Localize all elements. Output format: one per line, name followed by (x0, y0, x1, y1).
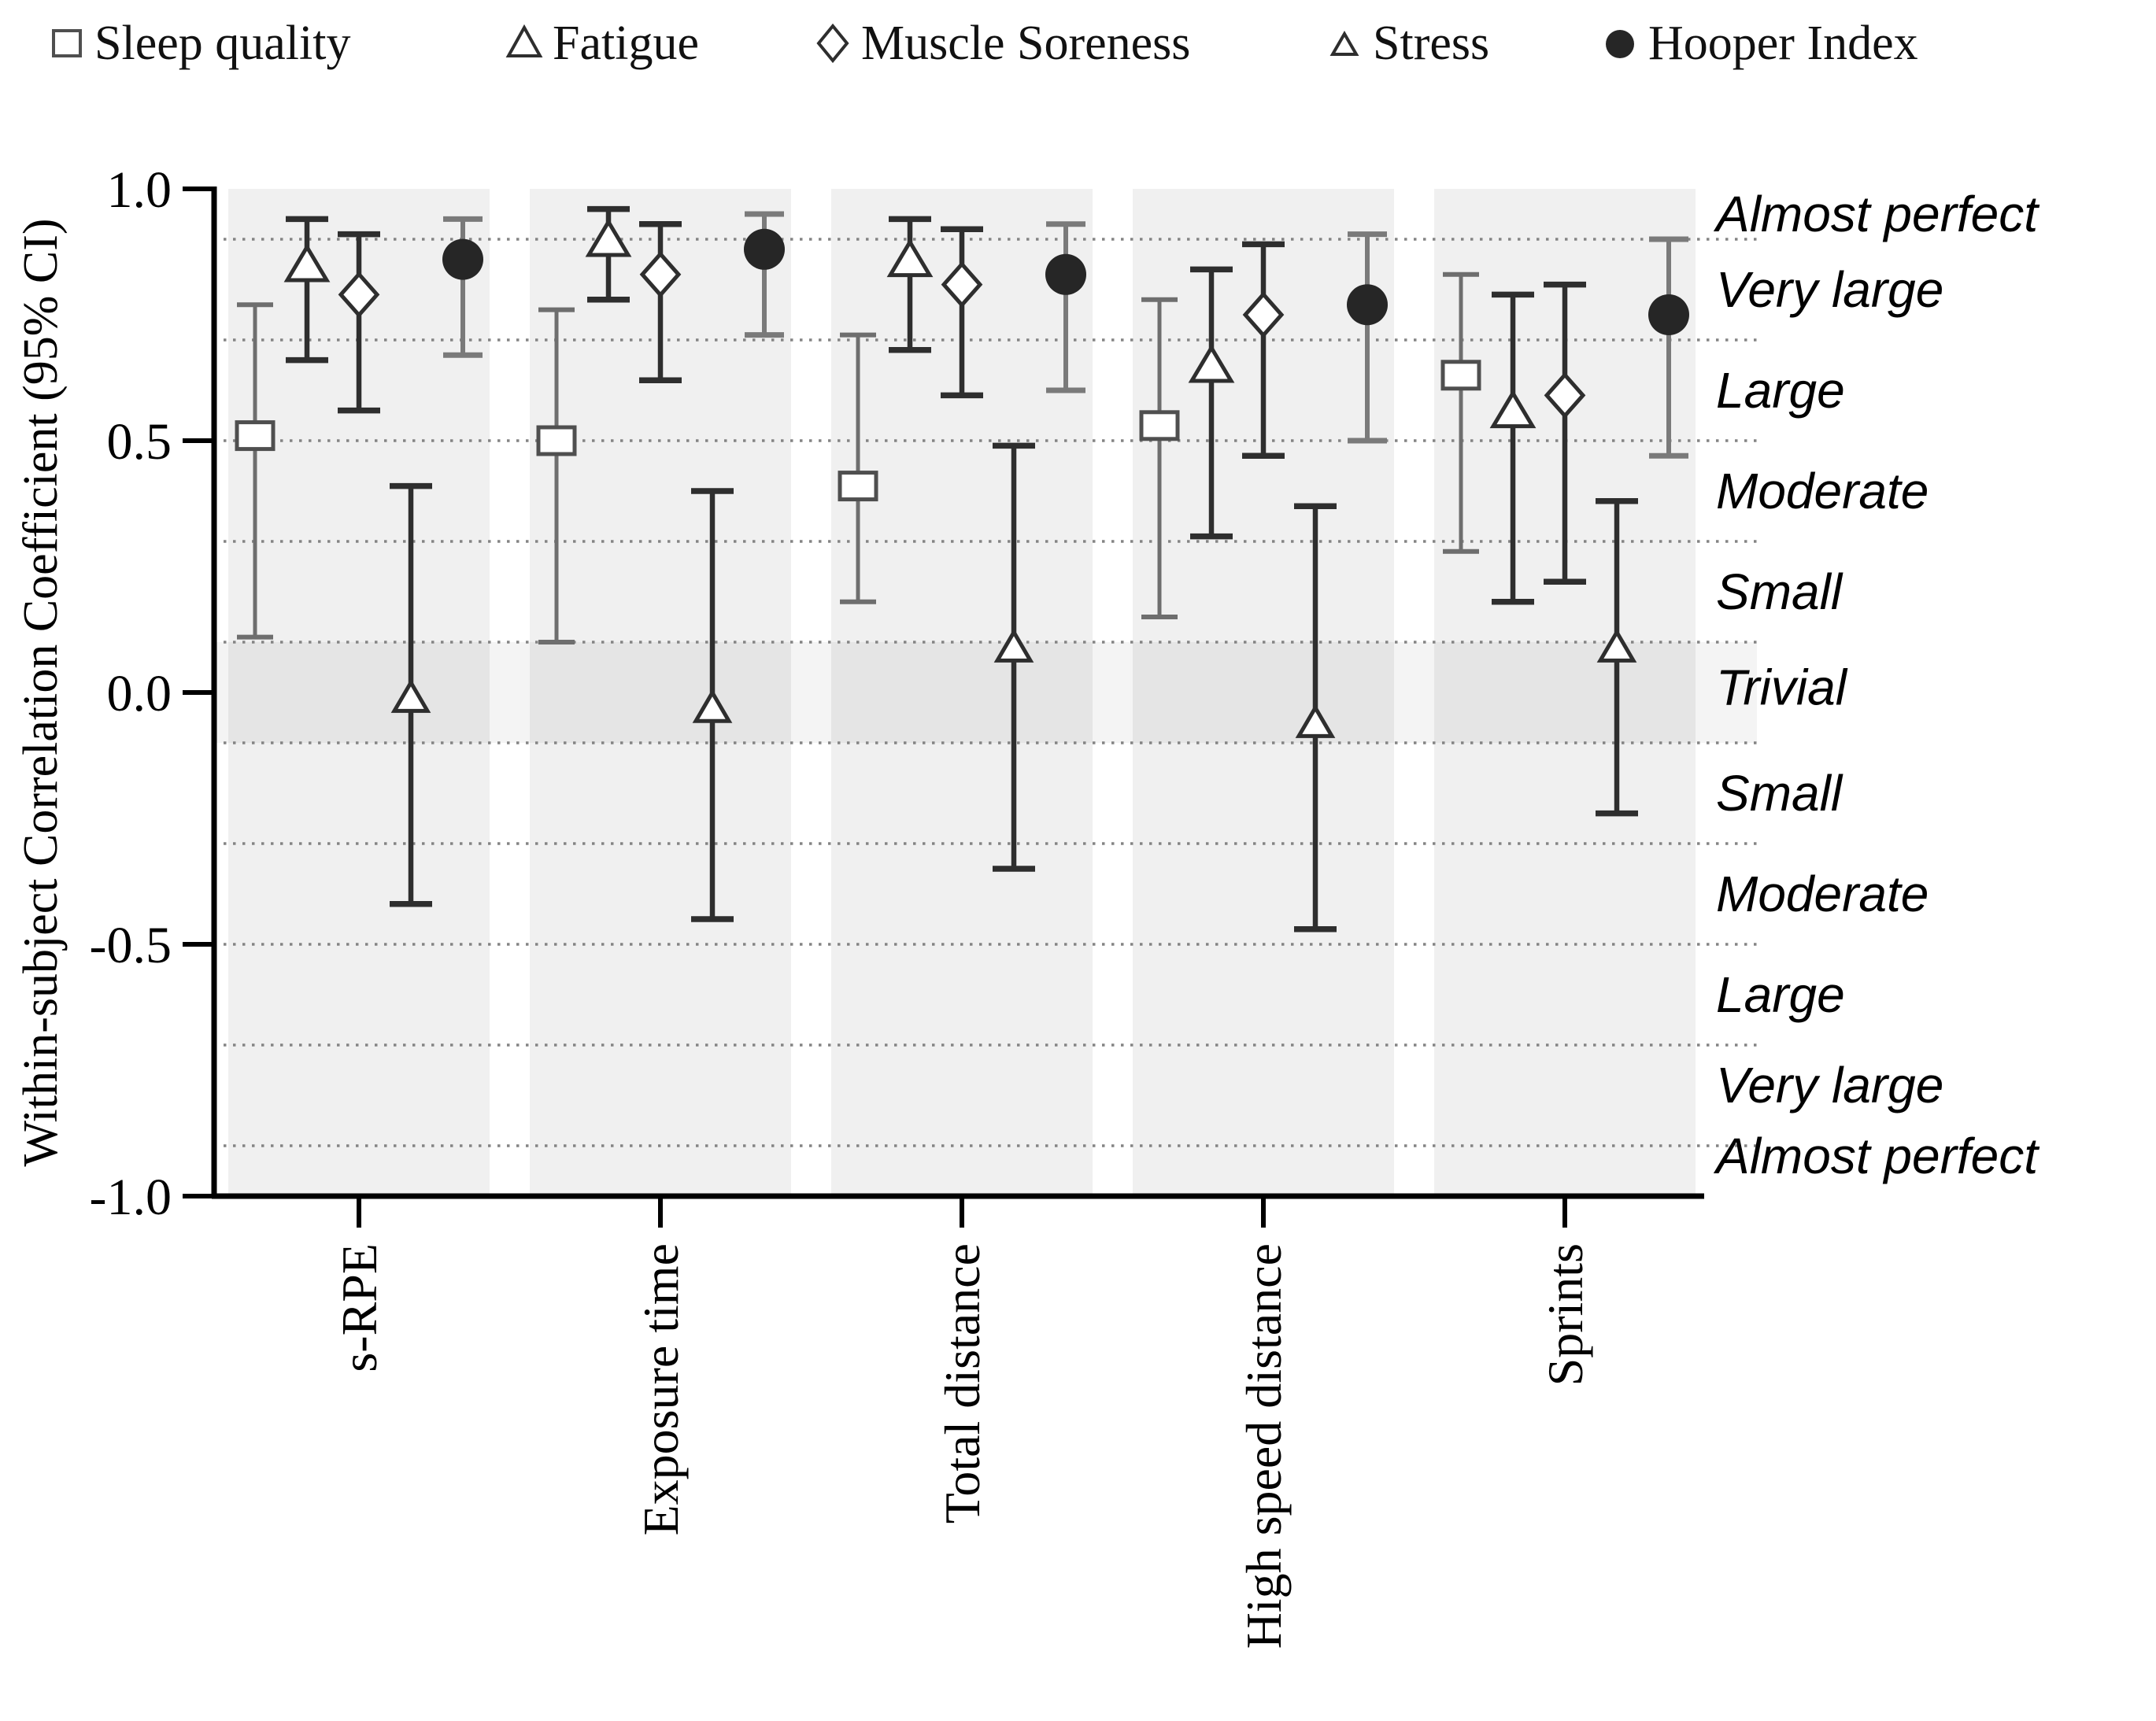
legend-item-fatigue: Fatigue (496, 8, 699, 79)
magnitude-label: Small (1716, 563, 1844, 620)
marker-square (838, 471, 878, 502)
magnitude-label: Very large (1716, 1057, 1943, 1113)
legend-item-stress: Stress (1316, 8, 1489, 79)
marker-filled-circle (744, 228, 785, 270)
marker-square (1440, 360, 1481, 391)
legend-label: Fatigue (553, 16, 699, 70)
filled-circle-marker-icon (1592, 15, 1648, 72)
magnitude-label: Small (1716, 765, 1844, 822)
legend-label: Sleep quality (94, 16, 351, 70)
marker-diamond (1544, 371, 1586, 419)
magnitude-label: Moderate (1716, 463, 1929, 519)
marker-small-triangle (390, 678, 431, 713)
category-label: Total distance (934, 1243, 990, 1523)
magnitude-label: Moderate (1716, 866, 1929, 922)
marker-small-triangle (1295, 704, 1336, 738)
category-label: High speed distance (1236, 1243, 1292, 1649)
legend-label: Stress (1373, 16, 1490, 70)
marker-filled-circle (442, 238, 483, 280)
marker-filled-circle (1648, 294, 1689, 335)
marker-small-triangle (1596, 628, 1637, 663)
category-label: Exposure time (633, 1243, 689, 1535)
marker-triangle (1489, 389, 1537, 429)
y-tick-label: -1.0 (90, 1169, 172, 1226)
legend-item-muscle-soreness: Muscle Soreness (804, 8, 1190, 79)
y-tick-label: 1.0 (107, 161, 172, 219)
y-tick-label: 0.0 (107, 665, 172, 722)
category-label: Sprints (1537, 1243, 1593, 1386)
marker-square (536, 425, 577, 456)
marker-diamond (941, 260, 983, 308)
marker-diamond (639, 251, 682, 298)
legend-label: Hooper Index (1648, 16, 1918, 70)
marker-triangle (585, 218, 632, 257)
marker-triangle (283, 243, 331, 283)
small-triangle-marker-icon (1316, 15, 1373, 72)
marker-filled-circle (1045, 253, 1086, 295)
category-label: s-RPE (331, 1243, 387, 1372)
magnitude-label: Almost perfect (1713, 186, 2040, 242)
y-tick-label: -0.5 (90, 917, 172, 974)
triangle-marker-icon (496, 15, 553, 72)
marker-triangle (886, 238, 934, 278)
marker-square (1139, 410, 1180, 441)
marker-square (235, 420, 276, 452)
magnitude-label: Large (1716, 966, 1845, 1023)
marker-small-triangle (692, 689, 733, 723)
marker-diamond (338, 271, 380, 319)
magnitude-label: Very large (1716, 261, 1943, 318)
magnitude-label: Almost perfect (1713, 1128, 2040, 1184)
marker-filled-circle (1347, 284, 1388, 326)
legend: Sleep quality Fatigue Muscle Soreness St… (0, 8, 2156, 79)
marker-triangle (1188, 344, 1235, 383)
trivial-zone-band (214, 642, 1757, 743)
legend-item-sleep-quality: Sleep quality (38, 8, 350, 79)
marker-small-triangle (993, 628, 1034, 663)
diamond-marker-icon (804, 15, 861, 72)
legend-item-hooper-index: Hooper Index (1592, 8, 1918, 79)
y-tick-label: 0.5 (107, 413, 172, 471)
marker-diamond (1242, 291, 1285, 338)
y-axis-title: Within-subject Correlation Coefficient (… (14, 218, 68, 1166)
legend-label: Muscle Soreness (861, 16, 1191, 70)
square-marker-icon (38, 15, 94, 72)
magnitude-label: Large (1716, 362, 1845, 419)
magnitude-label: Trivial (1716, 659, 1848, 716)
